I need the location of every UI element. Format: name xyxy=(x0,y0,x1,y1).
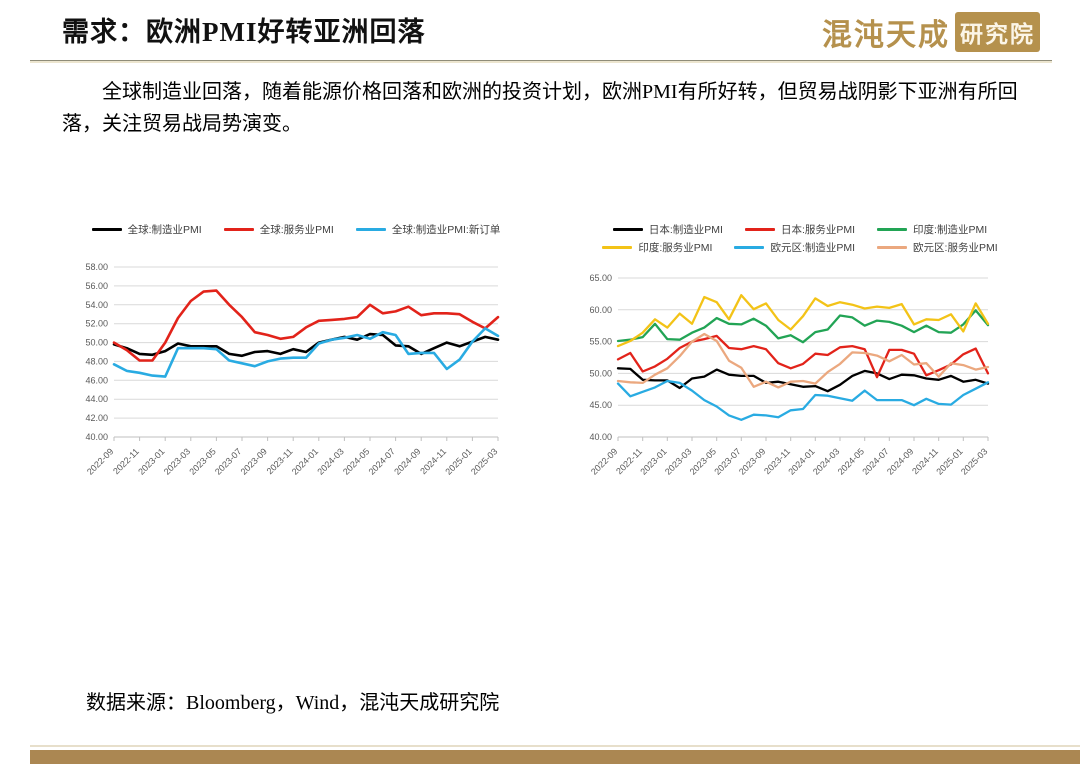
svg-text:2023-11: 2023-11 xyxy=(265,446,295,476)
svg-text:46.00: 46.00 xyxy=(85,375,108,385)
legend-row: 全球:制造业PMI 全球:服务业PMI 全球:制造业PMI:新订单 xyxy=(91,222,501,237)
svg-text:2023-03: 2023-03 xyxy=(162,446,192,476)
legend-item: 全球:服务业PMI xyxy=(223,222,334,237)
svg-text:44.00: 44.00 xyxy=(85,394,108,404)
page-title: 需求：欧洲PMI好转亚洲回落 xyxy=(62,17,426,47)
svg-text:58.00: 58.00 xyxy=(85,262,108,272)
svg-text:2025-01: 2025-01 xyxy=(443,446,473,476)
legend-swatch xyxy=(91,228,122,231)
svg-text:2023-09: 2023-09 xyxy=(239,446,269,476)
legend-item: 欧元区:制造业PMI xyxy=(734,240,855,255)
brand-logo-badge: 研究院 xyxy=(955,12,1040,52)
legend-swatch xyxy=(223,228,254,231)
svg-text:40.00: 40.00 xyxy=(85,432,108,442)
legend-item: 欧元区:服务业PMI xyxy=(877,240,998,255)
chart-global-plot: 40.00 42.00 44.00 46.00 48.00 50.00 52.00 54.00… xyxy=(85,262,499,477)
chart-asia-europe-legend: 日本:制造业PMI 日本:服务业PMI 印度:制造业PMI 印度:服务业PMI 欧元区:… xyxy=(578,222,1022,255)
legend-swatch xyxy=(734,246,765,249)
svg-text:2023-07: 2023-07 xyxy=(213,446,243,476)
svg-text:2022-11: 2022-11 xyxy=(111,446,141,476)
brand-logo-text: 混沌天成 xyxy=(822,19,950,52)
svg-text:2024-07: 2024-07 xyxy=(367,446,397,476)
legend-label: 欧元区:服务业PMI xyxy=(913,242,998,254)
legend-label: 日本:服务业PMI xyxy=(780,224,856,236)
chart-global-legend: 全球:制造业PMI 全球:服务业PMI 全球:制造业PMI:新订单 xyxy=(78,222,514,237)
chart-asia-europe-plot: 40.00 45.00 50.00 55.00 60.00 65.00 2022-09 202… xyxy=(589,273,989,477)
bottom-accent-bar xyxy=(30,750,1080,764)
legend-item: 全球:制造业PMI:新订单 xyxy=(355,222,501,237)
svg-text:2022-09: 2022-09 xyxy=(589,446,619,476)
legend-item: 日本:制造业PMI xyxy=(612,222,723,237)
bottom-accent-line xyxy=(30,745,1080,747)
svg-text:50.00: 50.00 xyxy=(85,338,108,348)
legend-row: 印度:服务业PMI 欧元区:制造业PMI 欧元区:服务业PMI xyxy=(602,240,998,255)
legend-item: 日本:服务业PMI xyxy=(744,222,856,237)
svg-text:55.00: 55.00 xyxy=(589,337,612,347)
legend-label: 印度:服务业PMI xyxy=(638,242,713,254)
svg-text:48.00: 48.00 xyxy=(85,356,108,366)
svg-text:45.00: 45.00 xyxy=(589,400,612,410)
svg-text:60.00: 60.00 xyxy=(589,305,612,315)
brand-logo: 混沌天成 研究院 xyxy=(822,10,1040,54)
legend-item: 印度:服务业PMI xyxy=(602,240,712,255)
svg-text:2024-11: 2024-11 xyxy=(418,446,448,476)
legend-swatch xyxy=(877,246,908,249)
svg-text:2025-03: 2025-03 xyxy=(469,446,499,476)
svg-text:2023-05: 2023-05 xyxy=(187,446,217,476)
legend-swatch xyxy=(612,228,643,231)
legend-swatch xyxy=(355,228,386,231)
legend-label: 印度:制造业PMI xyxy=(913,224,988,236)
svg-text:2024-01: 2024-01 xyxy=(290,446,320,476)
svg-text:2024-09: 2024-09 xyxy=(885,446,915,476)
svg-text:40.00: 40.00 xyxy=(589,432,612,442)
legend-row: 日本:制造业PMI 日本:服务业PMI 印度:制造业PMI xyxy=(612,222,987,237)
chart-asia-europe-pmi: 日本:制造业PMI 日本:服务业PMI 印度:制造业PMI 印度:服务业PMI 欧元区:… xyxy=(578,222,1022,495)
svg-text:2022-09: 2022-09 xyxy=(85,446,115,476)
legend-label: 全球:制造业PMI xyxy=(127,224,202,236)
svg-text:2023-09: 2023-09 xyxy=(737,446,767,476)
svg-text:2024-03: 2024-03 xyxy=(315,446,345,476)
svg-text:52.00: 52.00 xyxy=(85,319,108,329)
body-paragraph: 全球制造业回落，随着能源价格回落和欧洲的投资计划，欧洲PMI有所好转，但贸易战阴… xyxy=(62,81,1018,135)
svg-text:54.00: 54.00 xyxy=(85,300,108,310)
svg-text:2024-09: 2024-09 xyxy=(392,446,422,476)
svg-text:65.00: 65.00 xyxy=(589,273,612,283)
svg-text:42.00: 42.00 xyxy=(85,413,108,423)
header-divider xyxy=(30,60,1052,63)
data-source: 数据来源：Bloomberg，Wind，混沌天成研究院 xyxy=(86,692,500,714)
legend-swatch xyxy=(877,228,908,231)
legend-label: 欧元区:制造业PMI xyxy=(770,242,856,254)
legend-item: 印度:制造业PMI xyxy=(877,222,987,237)
legend-label: 日本:制造业PMI xyxy=(648,224,723,236)
legend-item: 全球:制造业PMI xyxy=(91,222,202,237)
legend-swatch xyxy=(602,246,633,249)
legend-label: 全球:制造业PMI:新订单 xyxy=(391,224,501,236)
svg-text:2025-03: 2025-03 xyxy=(959,446,989,476)
chart-global-pmi: 全球:制造业PMI 全球:服务业PMI 全球:制造业PMI:新订单 40.00 42.… xyxy=(78,222,514,495)
svg-text:50.00: 50.00 xyxy=(589,368,612,378)
legend-label: 全球:服务业PMI xyxy=(259,224,334,236)
svg-text:2023-01: 2023-01 xyxy=(136,446,166,476)
legend-swatch xyxy=(744,228,775,231)
svg-text:56.00: 56.00 xyxy=(85,281,108,291)
svg-text:2024-05: 2024-05 xyxy=(341,446,371,476)
